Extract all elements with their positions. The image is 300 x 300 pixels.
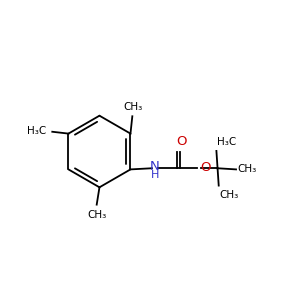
Text: H₃C: H₃C	[217, 137, 236, 147]
Text: CH₃: CH₃	[87, 210, 106, 220]
Text: CH₃: CH₃	[220, 190, 239, 200]
Text: N: N	[150, 160, 160, 173]
Text: O: O	[177, 135, 187, 148]
Text: CH₃: CH₃	[237, 164, 256, 174]
Text: CH₃: CH₃	[123, 102, 142, 112]
Text: H: H	[151, 170, 159, 180]
Text: H₃C: H₃C	[27, 126, 46, 136]
Text: O: O	[201, 161, 211, 174]
